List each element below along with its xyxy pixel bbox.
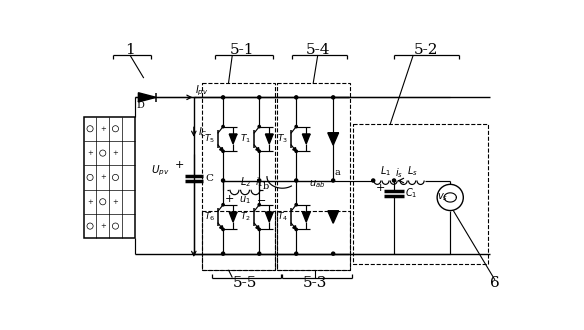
Text: $-$: $-$ (256, 194, 266, 204)
Bar (84, 116, 134, 238)
Circle shape (332, 96, 335, 99)
Circle shape (295, 96, 298, 99)
Text: $T_3$: $T_3$ (277, 133, 288, 145)
Polygon shape (328, 133, 339, 145)
Text: $T_5$: $T_5$ (204, 133, 215, 145)
Text: $L_s$: $L_s$ (406, 164, 418, 178)
Text: $L_2$: $L_2$ (239, 175, 251, 189)
Bar (201, 211, 274, 270)
Circle shape (221, 179, 225, 182)
Circle shape (295, 228, 297, 231)
Text: $i_s$: $i_s$ (395, 166, 403, 180)
Circle shape (295, 204, 297, 206)
Text: +: + (87, 198, 93, 206)
Text: D: D (137, 101, 145, 110)
Polygon shape (256, 226, 259, 229)
Circle shape (222, 228, 224, 231)
Text: +: + (113, 149, 119, 157)
Circle shape (258, 204, 260, 206)
Circle shape (332, 252, 335, 255)
Circle shape (222, 150, 224, 152)
Text: 1: 1 (125, 43, 135, 57)
Polygon shape (220, 226, 223, 229)
Text: $u_{ab}$: $u_{ab}$ (309, 179, 325, 190)
Text: 5-4: 5-4 (305, 43, 330, 57)
Text: $v_s$: $v_s$ (437, 191, 448, 203)
Text: $T_4$: $T_4$ (277, 211, 288, 223)
Polygon shape (303, 212, 310, 222)
Circle shape (295, 179, 298, 182)
Circle shape (258, 150, 260, 152)
Text: +: + (100, 125, 106, 133)
Circle shape (222, 204, 224, 206)
Text: +: + (113, 198, 119, 206)
Text: $I_{pv}$: $I_{pv}$ (195, 84, 208, 98)
Circle shape (221, 96, 225, 99)
Text: 5-2: 5-2 (413, 43, 438, 57)
Polygon shape (230, 134, 237, 144)
Polygon shape (220, 148, 223, 151)
Bar (277, 211, 350, 270)
Circle shape (392, 179, 395, 182)
Text: $u_1$: $u_1$ (239, 195, 251, 207)
Polygon shape (293, 226, 296, 229)
Text: a: a (335, 168, 340, 177)
Text: $i_1$: $i_1$ (255, 175, 263, 189)
Circle shape (295, 150, 297, 152)
Circle shape (371, 179, 375, 182)
Circle shape (295, 125, 297, 128)
Text: $T_2$: $T_2$ (240, 211, 251, 223)
Bar (277, 83, 350, 270)
Polygon shape (265, 212, 273, 222)
Text: b: b (262, 182, 269, 191)
Circle shape (221, 252, 225, 255)
Text: +: + (175, 160, 185, 170)
Polygon shape (328, 211, 339, 223)
Text: C: C (205, 174, 213, 183)
Circle shape (258, 96, 261, 99)
Text: 5-5: 5-5 (233, 276, 258, 290)
Circle shape (222, 125, 224, 128)
Text: $L_1$: $L_1$ (380, 164, 391, 178)
Polygon shape (138, 93, 156, 102)
Polygon shape (256, 148, 259, 151)
Polygon shape (293, 148, 296, 151)
Bar (353, 124, 488, 264)
Text: 5-3: 5-3 (303, 276, 327, 290)
Text: 5-1: 5-1 (230, 43, 255, 57)
Text: +: + (224, 194, 234, 204)
Text: +: + (376, 183, 385, 193)
Circle shape (332, 179, 335, 182)
Text: $U_{pv}$: $U_{pv}$ (151, 163, 170, 178)
Text: +: + (100, 222, 106, 230)
Text: +: + (100, 174, 106, 182)
Circle shape (258, 179, 261, 182)
Polygon shape (230, 212, 237, 222)
Text: $T_1$: $T_1$ (240, 133, 251, 145)
Circle shape (258, 252, 261, 255)
Text: $T_6$: $T_6$ (204, 211, 215, 223)
Circle shape (295, 252, 298, 255)
Text: $C_1$: $C_1$ (405, 187, 417, 201)
Text: +: + (87, 149, 93, 157)
Circle shape (258, 228, 260, 231)
Text: 6: 6 (490, 276, 500, 290)
Bar (201, 83, 274, 270)
Polygon shape (265, 134, 273, 144)
Circle shape (258, 125, 260, 128)
Polygon shape (303, 134, 310, 144)
Text: $I_C$: $I_C$ (199, 125, 208, 139)
